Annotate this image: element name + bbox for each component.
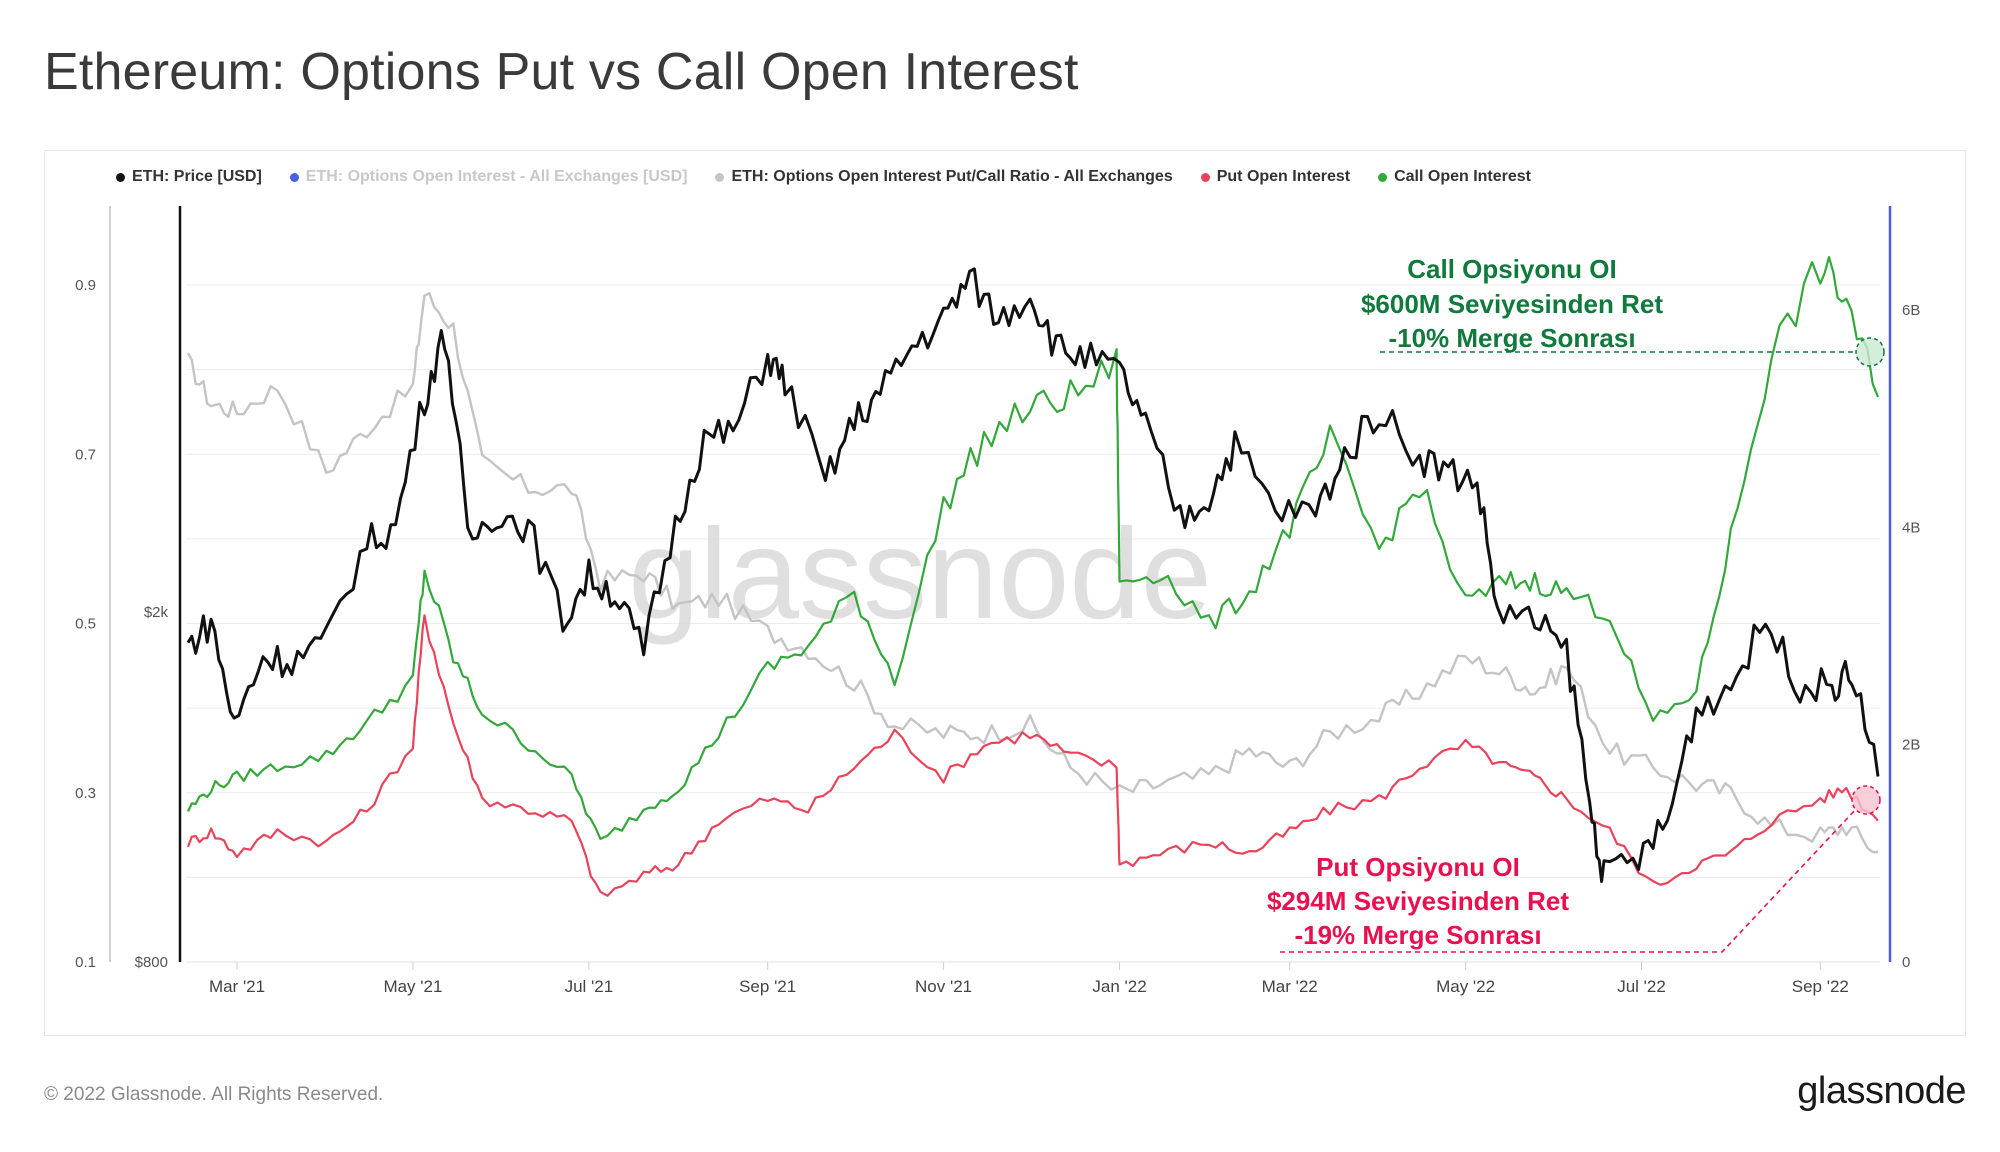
ratio-axis-tick-label: 0.5 — [75, 616, 96, 633]
copyright: © 2022 Glassnode. All Rights Reserved. — [44, 1084, 384, 1105]
legend-item-call[interactable]: Call Open Interest — [1378, 168, 1531, 186]
call-oi-line[interactable] — [187, 256, 1880, 840]
x-tick-label: Mar '21 — [209, 977, 265, 996]
x-tick-label: Mar '22 — [1262, 977, 1318, 996]
right-axis-tick-label: 4B — [1902, 519, 1920, 536]
page-title: Ethereum: Options Put vs Call Open Inter… — [44, 43, 1079, 101]
glassnode-logo[interactable]: glassnode — [1797, 1070, 1966, 1112]
x-tick-label: Jul '22 — [1617, 977, 1666, 996]
ratio-line[interactable] — [186, 292, 1879, 854]
put-annotation-line-2: $294M Seviyesinden Ret — [1267, 886, 1569, 916]
ratio-axis-tick-label: 0.1 — [75, 954, 96, 971]
grid — [186, 284, 1880, 878]
call-marker — [1855, 337, 1885, 367]
x-tick-label: Nov '21 — [915, 977, 972, 996]
price-axis-tick-label: $2k — [144, 604, 169, 621]
legend-dot-price — [116, 172, 125, 182]
x-tick-label: Jan '22 — [1092, 977, 1146, 996]
legend-item-ratio[interactable]: ETH: Options Open Interest Put/Call Rati… — [715, 168, 1173, 186]
put-annotation-line-1: Put Opsiyonu OI — [1316, 852, 1520, 882]
ratio-axis-tick-label: 0.3 — [75, 785, 96, 802]
x-tick-label: Sep '21 — [739, 977, 796, 996]
x-tick-label: May '22 — [1436, 977, 1495, 996]
call-annotation-line-1: Call Opsiyonu OI — [1407, 254, 1616, 284]
legend-item-price[interactable]: ETH: Price [USD] — [116, 168, 262, 186]
ratio-axis-tick-label: 0.7 — [75, 446, 96, 463]
legend-label-call: Call Open Interest — [1394, 168, 1531, 185]
legend-item-put[interactable]: Put Open Interest — [1200, 168, 1351, 186]
put-annotation-line-3: -19% Merge Sonrası — [1294, 920, 1541, 950]
price-axis-tick-label: $800 — [135, 954, 168, 971]
ratio-axis-tick-label: 0.9 — [75, 277, 96, 294]
legend-dot-total-oi — [289, 172, 299, 182]
call-annotation: Call Opsiyonu OI $600M Seviyesinden Ret … — [1361, 254, 1885, 367]
legend-label-total-oi: ETH: Options Open Interest - All Exchang… — [305, 168, 688, 185]
series-layer — [186, 256, 1880, 897]
put-marker — [1851, 785, 1881, 815]
legend-label-price: ETH: Price [USD] — [132, 168, 262, 185]
legend-dot-put — [1200, 172, 1210, 182]
x-axis-ticks: Mar '21 May '21 Jul '21 Sep '21 Nov '21 Jan '… — [209, 962, 1849, 996]
x-tick-label: Jul '21 — [565, 977, 614, 996]
x-tick-label: May '21 — [383, 977, 442, 996]
put-oi-line[interactable] — [186, 614, 1879, 897]
call-annotation-line-2: $600M Seviyesinden Ret — [1361, 289, 1663, 319]
legend-label-put: Put Open Interest — [1216, 168, 1351, 185]
legend: ETH: Price [USD] ETH: Options Open Inter… — [116, 168, 1531, 186]
watermark: glassnode — [628, 503, 1212, 646]
right-axis-tick-label: 2B — [1902, 737, 1920, 754]
call-annotation-line-3: -10% Merge Sonrası — [1388, 323, 1635, 353]
put-annotation-leader — [1280, 807, 1858, 953]
legend-dot-call — [1378, 172, 1388, 182]
right-axis-tick-label: 0 — [1902, 954, 1910, 971]
legend-dot-ratio — [715, 172, 725, 182]
legend-label-ratio: ETH: Options Open Interest Put/Call Rati… — [731, 168, 1173, 185]
right-axis-tick-label: 6B — [1902, 302, 1920, 319]
price-line[interactable] — [186, 267, 1880, 883]
y-axis-ticks: 0.9 0.7 0.5 0.3 0.1 $2k $800 6B 4B 2B 0 — [75, 277, 1920, 971]
put-annotation: Put Opsiyonu OI $294M Seviyesinden Ret -… — [1267, 785, 1881, 953]
x-tick-label: Sep '22 — [1792, 977, 1849, 996]
legend-item-total-oi[interactable]: ETH: Options Open Interest - All Exchang… — [289, 168, 688, 186]
chart-frame — [44, 150, 1966, 1036]
